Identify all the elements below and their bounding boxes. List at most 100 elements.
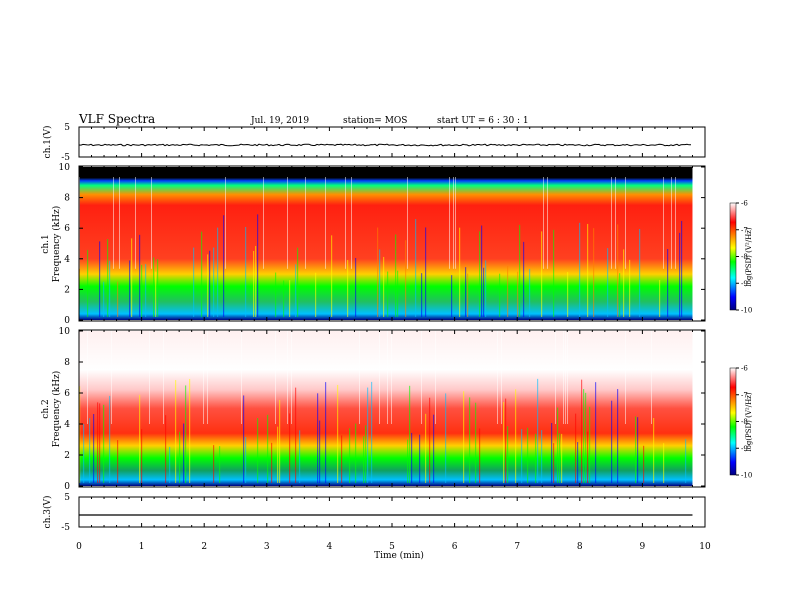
spectrogram-streak (295, 264, 297, 317)
spectrogram-streak (425, 413, 427, 483)
spectrogram-streak (551, 423, 553, 483)
spectrogram-streak (141, 429, 143, 483)
x-tick-label: 0 (76, 542, 82, 552)
spectrogram-streak (189, 378, 191, 483)
spectrogram-streak (219, 446, 221, 483)
station-label: station= MOS (343, 116, 407, 126)
spectrogram-streak (153, 257, 155, 317)
y-tick-label: 2 (64, 451, 70, 461)
spectrogram-streak (535, 433, 537, 483)
spectrogram-streak (517, 271, 519, 317)
spectrogram-streak (267, 414, 269, 483)
spectrogram-streak (521, 429, 523, 483)
spectrogram-streak (479, 231, 481, 317)
spectrogram-streak (425, 227, 427, 317)
spectrogram-streak (243, 395, 245, 483)
ch2-colorbar: -6 -7 -8 -9 -10 log(PSD) (V²/Hz) (729, 365, 753, 480)
spectrogram-streak (553, 443, 555, 483)
spectrogram-streak (499, 273, 501, 317)
spectrogram-streak (379, 249, 381, 317)
spectrogram-streak (337, 384, 339, 483)
spectrogram-streak (585, 392, 587, 483)
spectrogram-streak (179, 431, 181, 483)
spectrogram-streak (639, 228, 641, 317)
spectrogram-streak (467, 273, 469, 317)
y-tick-label: 8 (64, 194, 70, 204)
spectrogram-streak (563, 331, 564, 424)
y-tick-label: 6 (64, 224, 70, 234)
spectrogram-streak (383, 256, 385, 317)
spectrogram-streak (623, 249, 625, 317)
spectrogram-streak (445, 393, 447, 483)
spectrogram-streak (501, 331, 502, 424)
x-tick-label: 5 (389, 542, 395, 552)
ch2-frequency-ylabel: Frequency (kHz) (51, 371, 62, 448)
spectrogram-streak (257, 418, 259, 483)
spectrogram-streak (685, 439, 687, 483)
spectrogram-streak (565, 331, 566, 424)
spectrogram-streak (557, 407, 559, 483)
spectrogram-streak (315, 272, 317, 317)
colorbar-tick-label: -9 (741, 445, 748, 453)
spectrogram-streak (455, 177, 456, 269)
spectrogram-streak (397, 270, 399, 317)
spectrogram-streak (583, 389, 585, 483)
spectrogram-streak (635, 416, 637, 483)
spectrogram-streak (541, 430, 543, 483)
spectrogram-streak (681, 220, 683, 317)
spectrogram-streak (141, 264, 143, 317)
spectrogram-streak (83, 424, 85, 483)
spectrogram-streak (255, 245, 257, 317)
spectrogram-streak (561, 433, 563, 483)
ch1v-ytick-top: 5 (64, 123, 70, 133)
y-tick-label: 4 (64, 420, 70, 430)
spectrogram-streak (611, 400, 613, 483)
ch1v-ytick-bottom: -5 (61, 153, 70, 163)
spectrogram-streak (419, 434, 421, 483)
spectrogram-streak (387, 271, 389, 317)
spectrogram-streak (395, 234, 397, 317)
ch1-colorbar-gradient (729, 202, 737, 311)
spectrogram-streak (537, 378, 539, 483)
spectrogram-streak (279, 399, 281, 483)
spectrogram-streak (113, 177, 114, 269)
colorbar-tick-label: -9 (741, 280, 748, 288)
spectrogram-streak (435, 331, 436, 424)
spectrogram-streak (257, 214, 259, 317)
spectrogram-streak (201, 231, 203, 317)
colorbar-tick-label: -10 (741, 472, 752, 480)
spectrogram-streak (429, 397, 431, 483)
ch1-colorbar: -6 -7 -8 -9 -10 log(PSD) (V²/Hz) (729, 200, 753, 315)
spectrogram-streak (151, 177, 152, 269)
y-tick-label: 0 (64, 316, 70, 326)
spectrogram-streak (529, 268, 531, 317)
spectrogram-streak (433, 414, 435, 483)
spectrogram-streak (507, 266, 509, 317)
spectrogram-streak (379, 331, 380, 424)
spectrogram-streak (367, 387, 369, 483)
date-label: Jul. 19, 2019 (250, 116, 309, 126)
spectrogram-streak (241, 331, 242, 424)
y-tick-label: 0 (64, 482, 70, 492)
spectrogram-streak (99, 241, 101, 317)
ch1-voltage-trace (78, 143, 691, 147)
spectrogram-streak (185, 385, 187, 483)
spectrogram-streak (409, 385, 411, 483)
ch1-spectrogram-panel (78, 165, 706, 322)
x-tick-label: 7 (514, 542, 520, 552)
ch1-spectrogram-image (79, 167, 693, 320)
spectrogram-streak (213, 445, 215, 483)
spectrogram-streak (675, 177, 676, 269)
spectrogram-streak (505, 398, 507, 483)
ch2-colorbar-ticks: -6 -7 -8 -9 -10 (736, 365, 752, 480)
colorbar-tick-label: -6 (741, 200, 748, 208)
spectrogram-streak (145, 264, 147, 317)
ch1-colorbar-ticks: -6 -7 -8 -9 -10 (736, 200, 752, 315)
spectrogram-streak (207, 331, 208, 424)
spectrogram-streak (117, 281, 119, 317)
ch2-channel-label: ch.2 (41, 399, 51, 418)
spectrogram-streak (667, 248, 669, 317)
spectrogram-streak (481, 225, 483, 317)
spectrogram-streak (291, 331, 292, 424)
spectrogram-streak (109, 395, 111, 483)
